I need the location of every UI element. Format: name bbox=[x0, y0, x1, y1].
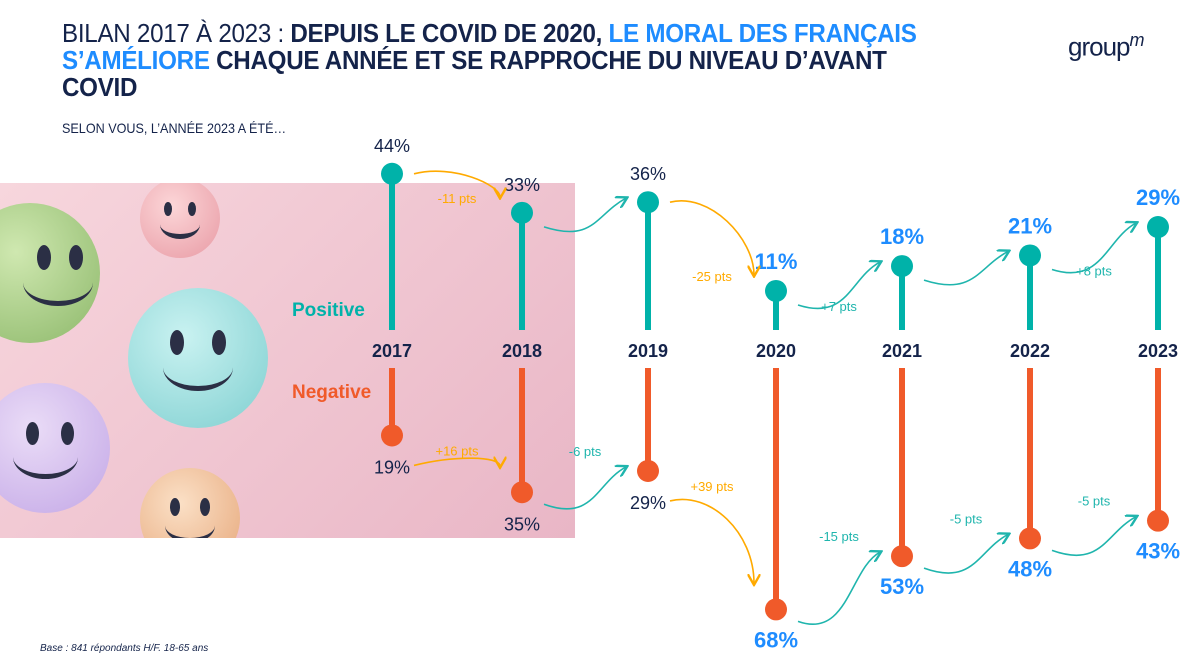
negative-dot bbox=[765, 598, 787, 621]
year-label: 2019 bbox=[628, 341, 668, 361]
positive-dot bbox=[381, 162, 403, 185]
year-label: 2022 bbox=[1010, 341, 1050, 361]
change-arrow bbox=[923, 251, 1008, 286]
change-arrow bbox=[669, 498, 754, 583]
value-label: 29% bbox=[1136, 185, 1180, 210]
value-label: 11% bbox=[755, 249, 798, 274]
value-label: 33% bbox=[504, 175, 540, 195]
title-highlight: LE MORAL DES FRANÇAIS S’AMÉLIORE bbox=[62, 18, 917, 75]
change-label: +7 pts bbox=[821, 299, 857, 314]
change-arrow bbox=[923, 534, 1008, 574]
change-arrow bbox=[543, 467, 626, 510]
positive-dot bbox=[637, 191, 659, 214]
value-label: 68% bbox=[754, 627, 798, 652]
change-label: -6 pts bbox=[569, 444, 602, 459]
positive-dot bbox=[765, 279, 787, 302]
change-label: -11 pts bbox=[438, 191, 477, 206]
groupm-logo: groupm bbox=[1068, 30, 1145, 63]
smiley-icon bbox=[128, 288, 268, 428]
change-label: +39 pts bbox=[690, 479, 734, 494]
value-label: 36% bbox=[630, 164, 666, 184]
title-intro: BILAN 2017 À 2023 : bbox=[62, 18, 291, 48]
year-label: 2021 bbox=[882, 341, 922, 361]
value-label: 44% bbox=[374, 136, 410, 156]
negative-dot bbox=[637, 459, 659, 482]
value-label: 48% bbox=[1008, 556, 1052, 581]
change-arrow bbox=[669, 200, 754, 275]
change-label: +16 pts bbox=[435, 443, 479, 458]
change-arrow bbox=[1051, 517, 1136, 557]
year-label: 2017 bbox=[372, 341, 412, 361]
change-arrow bbox=[797, 262, 880, 310]
positive-dot bbox=[511, 201, 533, 224]
change-arrow bbox=[413, 170, 500, 197]
change-label: +8 pts bbox=[1076, 263, 1112, 278]
title-part: CHAQUE ANNÉE ET SE RAPPROCHE DU NIVEAU D… bbox=[62, 45, 887, 102]
positive-dot bbox=[891, 255, 913, 278]
legend-positive: Positive bbox=[292, 300, 365, 321]
negative-dot bbox=[511, 481, 533, 504]
negative-dot bbox=[1019, 527, 1041, 550]
negative-dot bbox=[1147, 509, 1169, 532]
change-label: -5 pts bbox=[950, 511, 983, 526]
value-label: 53% bbox=[880, 574, 924, 599]
page-title: BILAN 2017 À 2023 : DEPUIS LE COVID DE 2… bbox=[62, 20, 955, 101]
change-arrow bbox=[1051, 223, 1136, 274]
smileys-image bbox=[0, 183, 575, 538]
year-label: 2018 bbox=[502, 341, 542, 361]
question-subtitle: SELON VOUS, L’ANNÉE 2023 A ÉTÉ… bbox=[62, 120, 287, 136]
change-arrow bbox=[543, 198, 626, 233]
footnote: Base : 841 répondants H/F. 18-65 ans bbox=[40, 643, 209, 654]
positive-dot bbox=[1019, 244, 1041, 267]
year-label: 2020 bbox=[756, 341, 796, 361]
positive-dot bbox=[1147, 216, 1169, 239]
value-label: 19% bbox=[374, 457, 410, 477]
year-label: 2023 bbox=[1138, 341, 1178, 361]
negative-dot bbox=[381, 424, 403, 447]
smiley-icon bbox=[140, 183, 220, 258]
change-label: -25 pts bbox=[692, 269, 732, 284]
value-label: 43% bbox=[1136, 539, 1180, 564]
change-label: -5 pts bbox=[1078, 494, 1111, 509]
negative-dot bbox=[891, 545, 913, 568]
title-part: DEPUIS LE COVID DE 2020, bbox=[290, 18, 609, 48]
change-label: -15 pts bbox=[819, 529, 859, 544]
value-label: 35% bbox=[504, 514, 540, 534]
smiley-icon bbox=[0, 383, 110, 513]
value-label: 21% bbox=[1008, 213, 1052, 238]
value-label: 29% bbox=[630, 493, 666, 513]
value-label: 18% bbox=[880, 224, 924, 249]
logo-sup: m bbox=[1129, 30, 1145, 50]
change-arrow bbox=[797, 552, 880, 625]
legend-negative: Negative bbox=[292, 382, 372, 403]
logo-text: group bbox=[1068, 31, 1130, 62]
change-arrow bbox=[413, 458, 500, 466]
